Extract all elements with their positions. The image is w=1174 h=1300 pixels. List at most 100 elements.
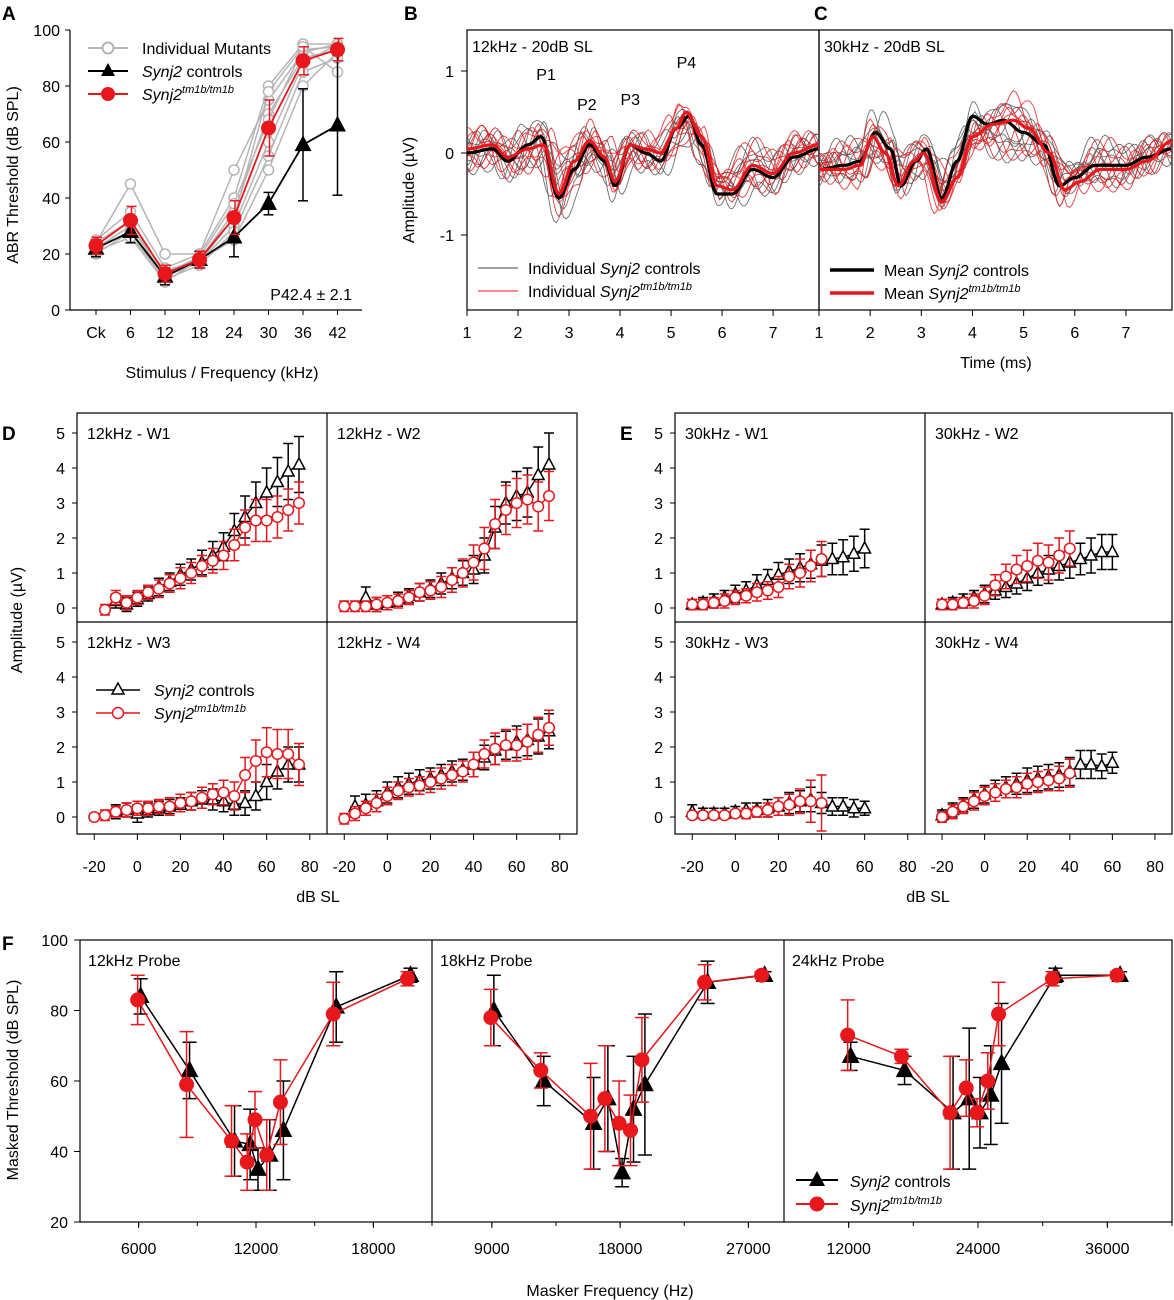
mutant-point bbox=[1063, 542, 1076, 555]
panel-b-traces bbox=[467, 103, 819, 224]
panel-b-xtick-label: 4 bbox=[616, 325, 625, 342]
mutant-point bbox=[435, 580, 448, 594]
panel-b-ytick-label: 0 bbox=[445, 146, 454, 163]
subpanel-12khz-w1: 12kHz - W1 bbox=[87, 426, 307, 616]
panel-d-ytick-label: 2 bbox=[56, 531, 65, 548]
panel-letter-f: F bbox=[2, 934, 14, 955]
panel-a-ytick-label: 20 bbox=[42, 247, 60, 264]
mutant-point bbox=[815, 552, 828, 566]
subpanel-xtick-label: 40 bbox=[813, 859, 831, 876]
mutant-point bbox=[185, 795, 198, 808]
subpanel-12khz-probe: 12kHz Probe 6000 12000 18000 bbox=[88, 953, 433, 1258]
legend-individual-marker bbox=[101, 41, 115, 55]
control-point bbox=[1083, 756, 1099, 770]
control-point bbox=[294, 135, 312, 152]
mutant-point bbox=[532, 500, 545, 513]
panel-a-xtick-label: Ck bbox=[86, 325, 107, 342]
mutant-point bbox=[271, 510, 284, 524]
panel-bc-plot: -1 0 1 1 2 3 4 5 6 7 1 2 3 4 5 6 7 P1 P2 P3 P4 bbox=[440, 29, 1173, 342]
panel-c-xtick-label: 3 bbox=[917, 325, 926, 342]
mutant-point bbox=[761, 803, 774, 817]
mutant-point bbox=[292, 496, 306, 510]
control-point bbox=[541, 456, 557, 470]
legend-ind-mutant-text: Individual Synj2tm1b/tm1b bbox=[528, 281, 692, 301]
subpanel-title: 12kHz - W4 bbox=[337, 635, 421, 652]
panel-c-individual-mutant-trace bbox=[819, 123, 1172, 186]
mutant-point bbox=[750, 586, 763, 599]
legend-control-marker bbox=[101, 63, 115, 76]
subpanel-xtick-label: 0 bbox=[133, 859, 142, 876]
mutant-point bbox=[456, 566, 469, 580]
subpanel-xtick-label: 9000 bbox=[474, 1241, 510, 1258]
panel-de-plot: 0 1 2 3 4 5 12kHz - W1 12kHz - W2 0 1 2 3 4 5 12kHz - … bbox=[56, 412, 1173, 876]
panel-a-annotation: P42.4 ± 2.1 bbox=[270, 287, 352, 304]
panel-c-xlabel: Time (ms) bbox=[960, 355, 1031, 372]
subpanel-xtick-label: 12000 bbox=[234, 1241, 279, 1258]
mutant-point bbox=[381, 789, 394, 803]
panel-a-xtick-label: 30 bbox=[260, 325, 278, 342]
mutant-point bbox=[1053, 772, 1066, 785]
peak-label-p4: P4 bbox=[677, 55, 697, 72]
subpanel-xtick-label: 20 bbox=[172, 859, 190, 876]
mutant-point bbox=[1010, 781, 1023, 794]
subpanel-xtick-label: 20 bbox=[422, 859, 440, 876]
panel-e-ytick-label: 1 bbox=[654, 566, 663, 583]
control-point bbox=[274, 1120, 293, 1138]
panel-d-ytick-label: 3 bbox=[56, 496, 65, 513]
mutant-point bbox=[510, 739, 523, 752]
mutant-point bbox=[958, 1080, 974, 1096]
panel-c-xtick-label: 6 bbox=[1070, 325, 1079, 342]
panel-b-xtick-label: 3 bbox=[565, 325, 574, 342]
control-point bbox=[613, 1162, 632, 1180]
mutant-point bbox=[260, 746, 273, 759]
panel-d-ytick-label: 1 bbox=[56, 775, 65, 792]
mutant-point bbox=[174, 572, 187, 585]
mutant-point bbox=[120, 596, 133, 609]
panel-b-individual-mutant-trace bbox=[467, 103, 819, 201]
subpanel-12khz-w2: 12kHz - W2 bbox=[337, 426, 557, 613]
subpanel-xtick-label: -20 bbox=[930, 859, 953, 876]
mutant-point bbox=[772, 580, 785, 594]
subpanel-title: 30kHz - W3 bbox=[685, 635, 769, 652]
mutant-point bbox=[1031, 775, 1044, 789]
panel-c-mean-mutant-line bbox=[819, 118, 1172, 205]
control-point bbox=[259, 773, 274, 788]
panel-bc-waveforms: 12kHz - 20dB SL 30kHz - 20dB SL Amplitud… bbox=[401, 39, 1032, 372]
mutant-point bbox=[967, 594, 981, 608]
mutant-point bbox=[686, 809, 699, 822]
mutant-point bbox=[109, 805, 122, 818]
mutant-point bbox=[370, 796, 383, 810]
control-point bbox=[636, 1074, 654, 1092]
panel-c-xtick-label: 1 bbox=[815, 325, 824, 342]
mutant-point bbox=[292, 758, 306, 771]
mutant-point bbox=[192, 252, 207, 268]
panel-b-xtick-label: 1 bbox=[463, 325, 472, 342]
mutant-point bbox=[489, 742, 502, 755]
mutant-point bbox=[163, 577, 176, 590]
mutant-point bbox=[489, 517, 502, 531]
panel-e-ytick-label: 4 bbox=[654, 670, 663, 687]
mutant-point bbox=[980, 1073, 996, 1089]
panel-b-individual-mutant-trace bbox=[467, 104, 819, 198]
mutant-point bbox=[261, 120, 276, 136]
control-point bbox=[1073, 550, 1088, 565]
subpanel-xtick-label: 40 bbox=[465, 859, 483, 876]
mutant-point bbox=[1053, 549, 1066, 562]
control-point bbox=[291, 456, 307, 470]
panel-b-ylabel: Amplitude (µV) bbox=[401, 137, 418, 243]
mutant-point bbox=[325, 1006, 341, 1022]
mutant-point bbox=[142, 802, 155, 815]
panel-a-ytick-label: 0 bbox=[51, 303, 60, 320]
mutant-point bbox=[424, 775, 437, 789]
panel-d-ytick-label: 0 bbox=[56, 810, 65, 827]
mutant-point bbox=[499, 739, 512, 752]
mutant-point bbox=[804, 795, 817, 808]
panel-c-xtick-label: 5 bbox=[1019, 325, 1028, 342]
control-point bbox=[270, 473, 285, 488]
subpanel-xtick-label: 20 bbox=[770, 859, 788, 876]
subpanel-30khz-w3: 30kHz - W3 -20 0 20 40 60 80 bbox=[681, 635, 917, 876]
panel-c-individual-mutant-trace bbox=[819, 103, 1172, 200]
panel-e-ytick-label: 2 bbox=[654, 740, 663, 757]
subpanel-xtick-label: 0 bbox=[731, 859, 740, 876]
